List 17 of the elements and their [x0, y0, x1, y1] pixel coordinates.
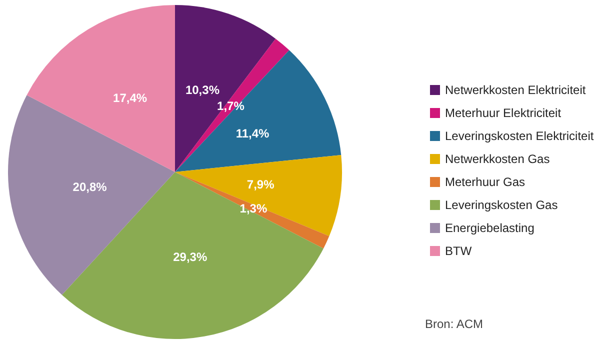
- data-label: 20,8%: [72, 180, 108, 194]
- data-label: 1,7%: [217, 98, 245, 113]
- data-label: 11,4%: [236, 126, 270, 141]
- data-label: 10,3%: [185, 82, 220, 97]
- data-label: 29,3%: [173, 250, 208, 264]
- legend-label: Meterhuur Elektriciteit: [445, 106, 562, 120]
- legend-label: Energiebelasting: [445, 221, 534, 235]
- legend-label: Leveringskosten Gas: [445, 198, 558, 212]
- data-label: 1,3%: [240, 201, 268, 216]
- data-label: 7,9%: [246, 178, 275, 192]
- text: Bron: ACM: [425, 317, 484, 331]
- legend-label: Netwerkkosten Elektriciteit: [445, 83, 586, 97]
- legend-label: Meterhuur Gas: [445, 175, 526, 189]
- data-label: 17,4%: [113, 91, 148, 106]
- legend-label: BTW: [445, 244, 472, 258]
- legend-label: Netwerkkosten Gas: [445, 152, 550, 166]
- legend-label: Leveringskosten Elektriciteit: [445, 129, 594, 143]
